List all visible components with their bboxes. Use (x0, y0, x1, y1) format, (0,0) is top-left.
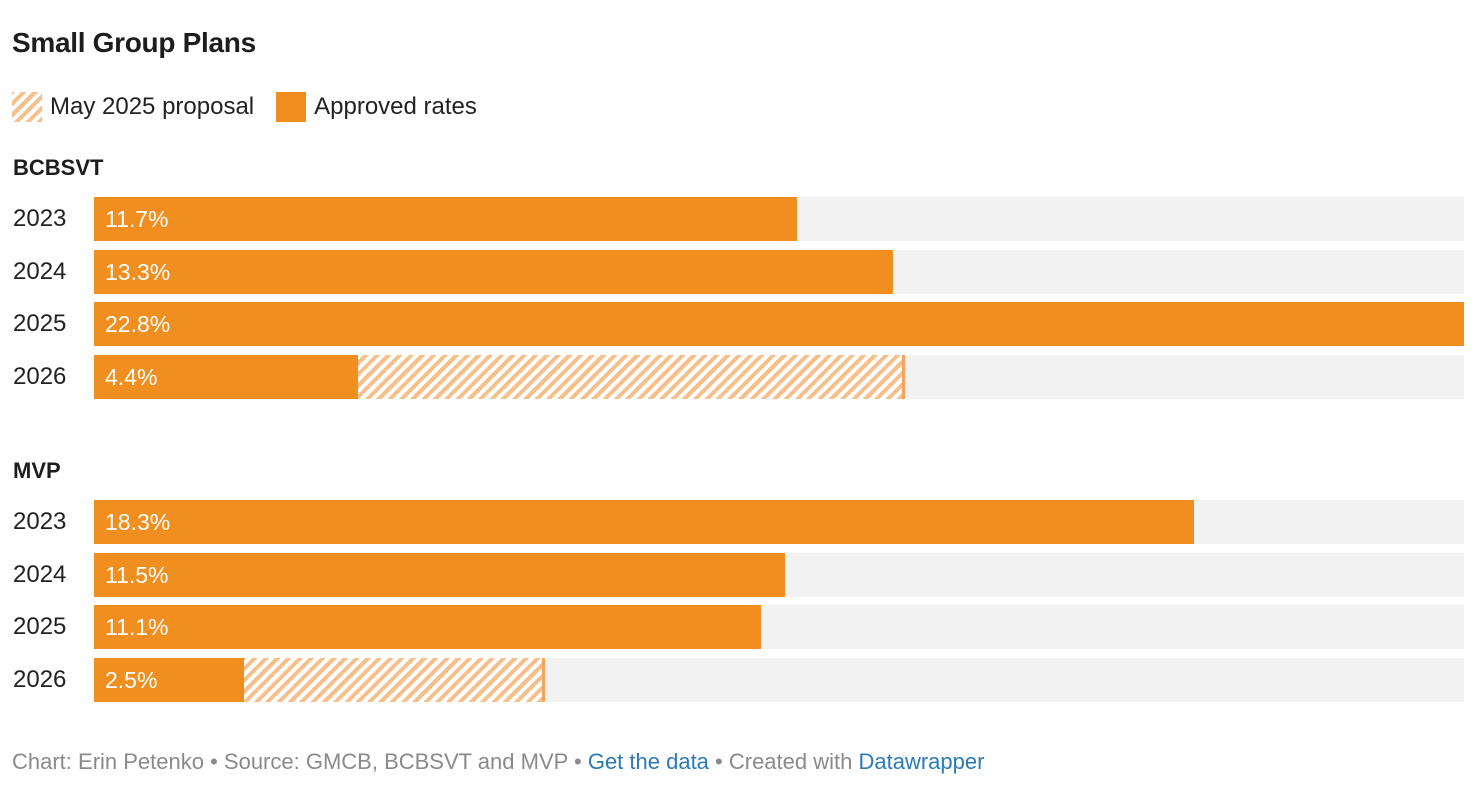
bar-track: 13.3% (94, 250, 1464, 294)
bar-approved (94, 553, 785, 597)
datawrapper-link[interactable]: Datawrapper (858, 749, 985, 774)
bar-value-label: 11.7% (105, 206, 169, 232)
group-label-mvp: MVP (13, 458, 61, 483)
row-label-year: 2025 (13, 310, 67, 337)
row-label-year: 2023 (13, 205, 67, 232)
row-label-year: 2024 (13, 561, 67, 588)
legend-label-proposal: May 2025 proposal (50, 93, 255, 120)
bar-track: 22.8% (94, 302, 1464, 346)
bar-approved (94, 500, 1194, 544)
footer-prefix: Chart: Erin Petenko • Source: GMCB, BCBS… (12, 749, 588, 774)
bar-approved (94, 302, 1464, 346)
bar-track: 11.1% (94, 605, 1464, 649)
row-label-year: 2026 (13, 363, 67, 390)
bar-value-label: 2.5% (105, 667, 158, 693)
row-label-year: 2025 (13, 613, 67, 640)
footer-credit: Chart: Erin Petenko • Source: GMCB, BCBS… (12, 749, 984, 775)
bar-value-label: 13.3% (105, 259, 171, 285)
bar-approved (94, 605, 761, 649)
legend-swatch-proposal (12, 92, 42, 122)
row-label-year: 2023 (13, 508, 67, 535)
bar-track: 18.3% (94, 500, 1464, 544)
bar-track: 4.4% (94, 355, 1464, 399)
legend-item-approved: Approved rates (276, 92, 477, 122)
footer-middle: • Created with (708, 749, 859, 774)
bar-value-label: 11.5% (105, 562, 169, 588)
bar-value-label: 4.4% (105, 364, 158, 390)
legend: May 2025 proposal Approved rates (12, 91, 499, 123)
legend-item-proposal: May 2025 proposal (12, 92, 254, 122)
bar-track: 11.7% (94, 197, 1464, 241)
bar-approved (94, 658, 245, 702)
bar-approved (94, 250, 894, 294)
row-label-year: 2024 (13, 258, 67, 285)
get-the-data-link[interactable]: Get the data (587, 749, 709, 774)
bar-approved (94, 197, 798, 241)
bar-track: 11.5% (94, 553, 1464, 597)
bar-value-label: 11.1% (105, 614, 169, 640)
legend-swatch-approved (276, 92, 307, 122)
bar-value-label: 18.3% (105, 509, 171, 535)
legend-label-approved: Approved rates (314, 93, 477, 120)
bar-value-label: 22.8% (105, 311, 171, 337)
bar-approved (94, 355, 359, 399)
chart-title: Small Group Plans (12, 27, 256, 58)
group-label-bcbsvt: BCBSVT (13, 155, 104, 180)
row-label-year: 2026 (13, 666, 67, 693)
bar-track: 2.5% (94, 658, 1464, 702)
